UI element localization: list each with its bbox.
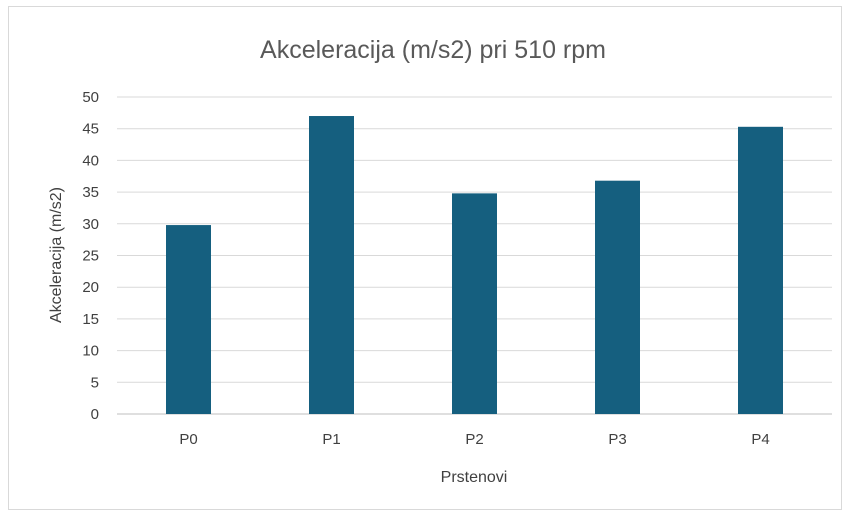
x-axis-title: Prstenovi (441, 469, 508, 486)
x-tick-label: P4 (751, 431, 769, 448)
y-tick-label: 20 (82, 279, 99, 296)
y-tick-label: 5 (91, 374, 99, 391)
y-tick-label: 25 (82, 248, 99, 265)
y-tick-label: 0 (91, 406, 99, 423)
y-tick-label: 10 (82, 343, 99, 360)
y-tick-label: 40 (82, 152, 99, 169)
y-tick-label: 45 (82, 121, 99, 138)
y-tick-label: 50 (82, 89, 99, 106)
grid-layer (117, 96, 832, 415)
y-tick-labels: 0 5 10 15 20 25 30 35 40 45 50 (82, 89, 99, 423)
chart-title: Akceleracija (m/s2) pri 510 rpm (260, 36, 606, 64)
chart-frame (8, 6, 842, 510)
bar-p3 (595, 180, 640, 414)
x-tick-labels: P0 P1 P2 P3 P4 (179, 431, 769, 448)
y-axis-title: Akceleracija (m/s2) (48, 187, 65, 323)
x-tick-label: P0 (179, 431, 197, 448)
bar-p2 (452, 193, 497, 414)
x-tick-label: P2 (465, 431, 483, 448)
y-tick-label: 15 (82, 311, 99, 328)
x-tick-label: P3 (608, 431, 626, 448)
y-tick-label: 35 (82, 184, 99, 201)
y-tick-label: 30 (82, 216, 99, 233)
bar-p0 (166, 225, 211, 414)
x-tick-label: P1 (322, 431, 340, 448)
bars-layer (166, 116, 783, 415)
bar-p4 (738, 126, 783, 414)
bar-p1 (309, 116, 354, 415)
